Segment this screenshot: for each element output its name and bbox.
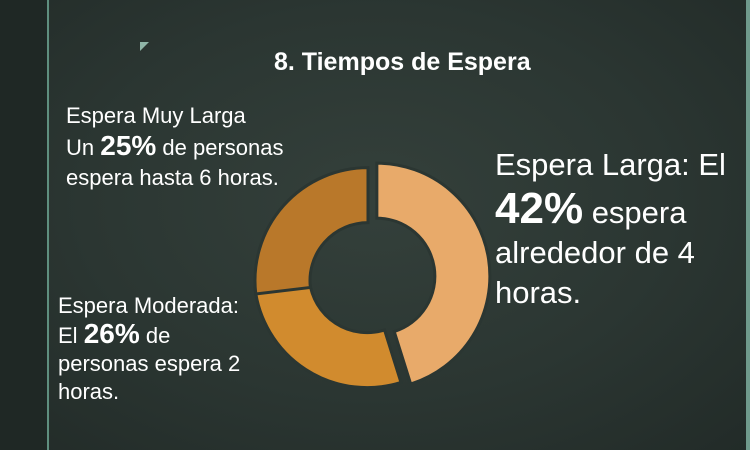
label-muy-line2: Un 25% de personas bbox=[66, 131, 326, 163]
label-mod-rest: de bbox=[139, 323, 171, 348]
label-espera-larga: Espera Larga: El 42% espera alrededor de… bbox=[495, 145, 735, 313]
donut-slice-espera-larga bbox=[375, 161, 492, 386]
left-accent-strip bbox=[0, 0, 47, 450]
label-mod-line4: horas. bbox=[58, 379, 120, 404]
label-muy-line3: espera hasta 6 horas. bbox=[66, 165, 279, 190]
label-mod-line2: El 26% de bbox=[58, 320, 268, 350]
donut-slice-espera-moderada bbox=[253, 279, 403, 390]
donut-slice-espera-muy-larga bbox=[253, 166, 370, 296]
label-mod-percent: 26% bbox=[83, 318, 140, 349]
left-accent-rule bbox=[47, 0, 49, 450]
label-mod-pre: El bbox=[58, 323, 84, 348]
label-larga-line2: 42% espera bbox=[495, 185, 735, 233]
label-larga-line3: alrededor de 4 bbox=[495, 235, 695, 270]
label-muy-line1: Espera Muy Larga bbox=[66, 103, 246, 128]
label-larga-percent: 42% bbox=[495, 184, 584, 233]
label-larga-line1: Espera Larga: El bbox=[495, 147, 726, 182]
label-mod-line3: personas espera 2 bbox=[58, 351, 241, 376]
chart-title: 8. Tiempos de Espera bbox=[274, 48, 531, 76]
corner-triangle-icon bbox=[140, 42, 149, 51]
label-mod-line1: Espera Moderada: bbox=[58, 293, 239, 318]
label-espera-moderada: Espera Moderada: El 26% de personas espe… bbox=[58, 292, 268, 406]
label-larga-rest: espera bbox=[583, 195, 687, 230]
label-muy-pre: Un bbox=[66, 135, 101, 160]
right-accent-strip bbox=[746, 0, 750, 450]
label-muy-percent: 25% bbox=[100, 130, 157, 161]
label-espera-muy-larga: Espera Muy Larga Un 25% de personas espe… bbox=[66, 101, 326, 193]
label-larga-line4: horas. bbox=[495, 275, 582, 310]
label-muy-rest: de personas bbox=[156, 135, 284, 160]
